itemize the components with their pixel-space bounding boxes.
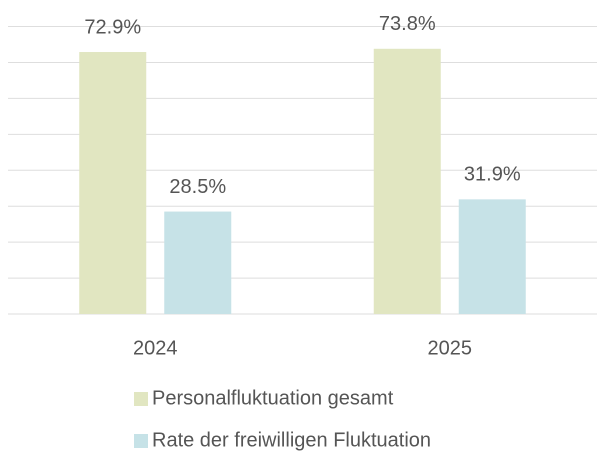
x-tick-label: 2025: [428, 337, 473, 359]
bar: [79, 52, 147, 314]
bar: [373, 48, 441, 314]
legend-swatch: [134, 434, 148, 448]
value-label: 72.9%: [84, 16, 141, 38]
value-label: 31.9%: [464, 164, 521, 186]
legend-swatch: [134, 392, 148, 406]
legend-label: Rate der freiwilligen Fluktuation: [152, 429, 431, 451]
bar: [164, 211, 232, 314]
value-label: 28.5%: [169, 176, 226, 198]
bar: [458, 199, 526, 314]
value-label: 73.8%: [379, 13, 436, 35]
legend-label: Personalfluktuation gesamt: [152, 387, 394, 409]
x-tick-label: 2024: [133, 337, 178, 359]
